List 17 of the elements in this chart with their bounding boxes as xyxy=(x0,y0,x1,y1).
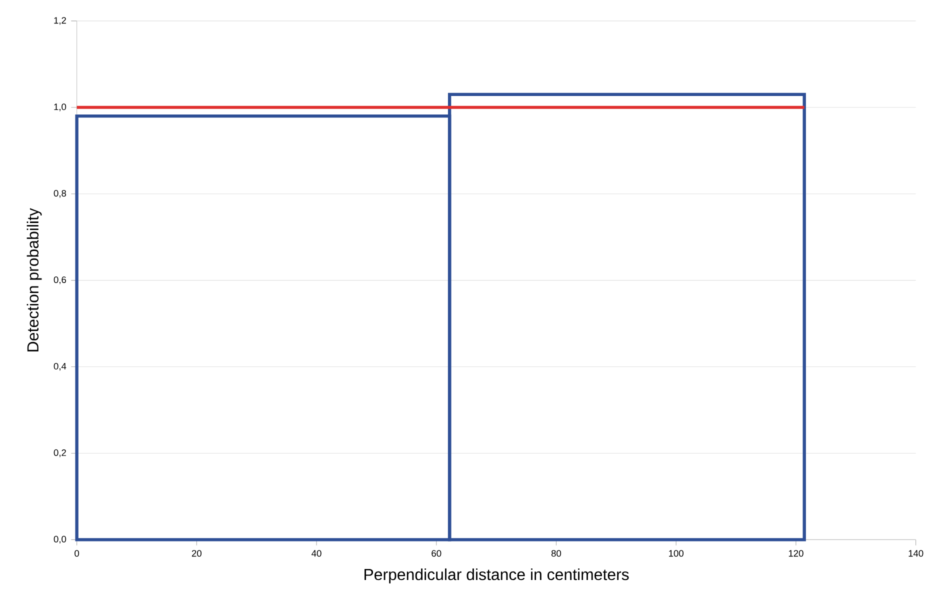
y-tick-label: 1,2 xyxy=(54,17,66,25)
x-tick-label: 60 xyxy=(432,550,442,557)
x-tick-label: 0 xyxy=(74,550,80,557)
x-tick-label: 140 xyxy=(908,550,924,557)
y-tick-label: 0,2 xyxy=(54,450,66,458)
x-axis-title: Perpendicular distance in centimeters xyxy=(364,568,629,584)
y-axis-title: Detection probability xyxy=(26,208,42,352)
x-tick-label: 40 xyxy=(312,550,322,557)
x-tick-label: 100 xyxy=(669,550,684,557)
y-tick-label: 0,4 xyxy=(54,363,66,371)
y-tick-label: 0,0 xyxy=(54,536,66,544)
y-tick-label: 0,6 xyxy=(54,276,66,284)
y-tick-label: 1,0 xyxy=(54,104,66,112)
x-tick-label: 80 xyxy=(551,550,562,557)
y-tick-label: 0,8 xyxy=(54,190,66,198)
x-tick-label: 120 xyxy=(788,550,804,557)
x-tick-label: 20 xyxy=(192,550,202,557)
